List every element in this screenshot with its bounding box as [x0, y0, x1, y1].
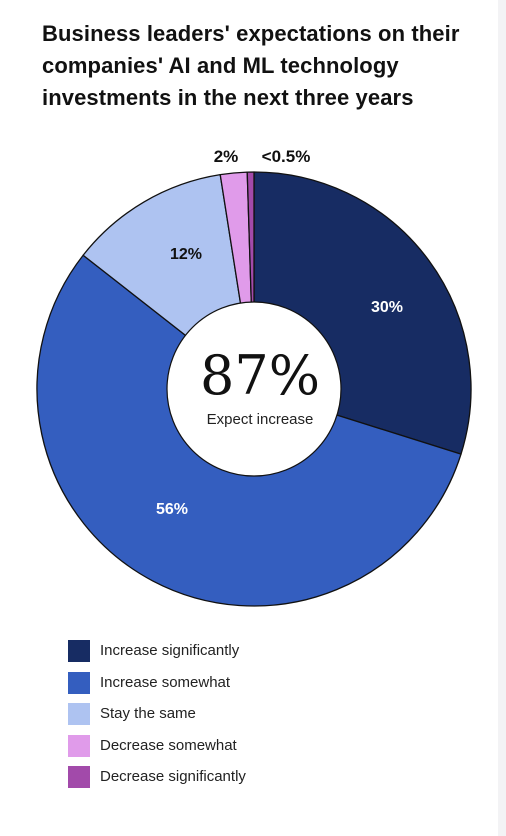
chart-title: Business leaders' expectations on their …: [42, 21, 460, 110]
legend-label: Increase significantly: [100, 642, 240, 659]
legend-swatch: [68, 671, 90, 694]
data-label-group: 30% 56% 12% 2% <0.5%: [156, 147, 403, 518]
legend-swatch: [68, 703, 90, 725]
legend-swatch: [68, 640, 90, 662]
legend-swatch: [68, 766, 90, 788]
legend-item: Increase somewhat: [68, 671, 246, 704]
page-edge-strip: [498, 0, 506, 836]
data-label-decrease-somewhat: 2%: [214, 147, 239, 166]
data-label-increase-somewhat: 56%: [156, 501, 188, 518]
legend-item: Decrease somewhat: [68, 734, 246, 767]
center-hole: [166, 301, 342, 477]
center-label: Expect increase: [207, 411, 314, 428]
legend: Increase significantly Increase somewhat S…: [68, 640, 246, 798]
center-value: 87%: [200, 344, 320, 407]
data-label-stay-the-same: 12%: [170, 246, 202, 263]
legend-swatch: [68, 734, 90, 757]
legend-label: Decrease significantly: [100, 768, 246, 785]
donut-chart: 87% Expect increase 30% 56% 12% 2% <0.5%: [36, 147, 472, 607]
legend-label: Decrease somewhat: [100, 736, 237, 754]
legend-label: Stay the same: [100, 705, 196, 722]
legend-item: Decrease significantly: [68, 766, 246, 798]
legend-item: Stay the same: [68, 703, 246, 735]
legend-label: Increase somewhat: [100, 673, 231, 691]
data-label-decrease-significantly: <0.5%: [262, 147, 311, 166]
legend-item: Increase significantly: [68, 640, 246, 672]
data-label-increase-significantly: 30%: [371, 299, 403, 316]
